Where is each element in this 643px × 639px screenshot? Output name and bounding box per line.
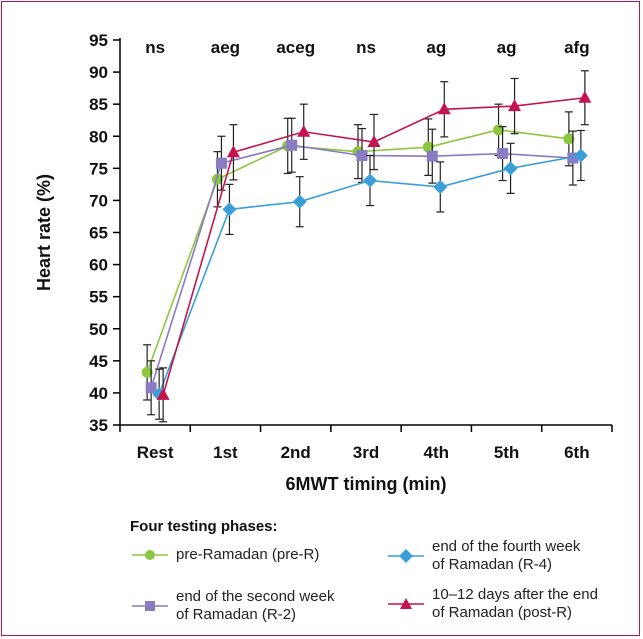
y-tick-label: 80 bbox=[89, 127, 108, 146]
y-tick-label: 60 bbox=[89, 256, 108, 275]
heart-rate-chart: 35 40 45 50 55 60 65 70 75 80 85 90 95 Rest 1st 2nd 3rd 4… bbox=[34, 31, 613, 494]
data-point-circle bbox=[211, 173, 223, 185]
y-tick-label: 70 bbox=[89, 191, 108, 210]
x-tick-label: 2nd bbox=[281, 443, 311, 462]
significance-label: ag bbox=[426, 38, 446, 57]
x-tick-label: 5th bbox=[494, 443, 520, 462]
legend-label-r4: end of the fourth week of Ramadan (R-4) bbox=[432, 538, 581, 573]
data-point-diamond bbox=[573, 148, 588, 163]
legend-marker-square-icon bbox=[132, 601, 168, 611]
data-point-square bbox=[286, 139, 298, 151]
y-tick-label: 65 bbox=[89, 224, 108, 243]
data-point-square bbox=[145, 382, 157, 394]
data-point-triangle bbox=[297, 124, 311, 137]
legend-item-pre-r: pre-Ramadan (pre-R) bbox=[130, 546, 319, 564]
x-tick-label: 3rd bbox=[353, 443, 379, 462]
data-point-square bbox=[426, 150, 438, 162]
data-point-triangle bbox=[156, 387, 170, 400]
legend-item-r2: end of the second week of Ramadan (R-2) bbox=[130, 588, 334, 624]
data-point-triangle bbox=[437, 102, 451, 115]
y-tick-label: 95 bbox=[89, 31, 108, 50]
y-tick-label: 55 bbox=[89, 288, 108, 307]
data-point-triangle bbox=[508, 99, 522, 112]
x-tick-label: Rest bbox=[137, 443, 174, 462]
data-point-diamond bbox=[503, 161, 518, 176]
x-axis-label: 6MWT timing (min) bbox=[286, 474, 447, 494]
data-point-square bbox=[215, 157, 227, 169]
x-tick-label: 1st bbox=[213, 443, 238, 462]
legend-marker-diamond-icon bbox=[388, 549, 424, 563]
y-tick-label: 90 bbox=[89, 63, 108, 82]
y-tick-label: 35 bbox=[89, 416, 108, 435]
significance-label: aeg bbox=[211, 38, 240, 57]
y-tick-label: 40 bbox=[89, 384, 108, 403]
legend-label-r2: end of the second week of Ramadan (R-2) bbox=[176, 588, 335, 623]
significance-label: ns bbox=[145, 38, 165, 57]
data-point-triangle bbox=[226, 145, 240, 158]
significance-label: aceg bbox=[276, 38, 315, 57]
y-tick-label: 75 bbox=[89, 159, 108, 178]
legend-item-post-r: 10–12 days after the end of Ramadan (pos… bbox=[386, 586, 598, 622]
x-tick-label: 6th bbox=[564, 443, 590, 462]
data-point-triangle bbox=[578, 90, 592, 103]
data-point-circle bbox=[422, 141, 434, 153]
significance-label: ag bbox=[497, 38, 517, 57]
significance-label: ns bbox=[356, 38, 376, 57]
significance-label: afg bbox=[564, 38, 590, 57]
y-tick-label: 50 bbox=[89, 320, 108, 339]
data-point-diamond bbox=[222, 202, 237, 217]
data-point-diamond bbox=[292, 194, 307, 209]
legend-label-post-r: 10–12 days after the end of Ramadan (pos… bbox=[432, 586, 598, 621]
data-point-square bbox=[567, 152, 579, 164]
legend-title: Four testing phases: bbox=[130, 518, 278, 535]
legend-item-r4: end of the fourth week of Ramadan (R-4) bbox=[386, 538, 580, 574]
y-tick-label: 45 bbox=[89, 352, 108, 371]
legend-marker-triangle-icon bbox=[388, 598, 424, 609]
legend-label-pre-r: pre-Ramadan (pre-R) bbox=[176, 546, 320, 563]
y-tick-label: 85 bbox=[89, 95, 108, 114]
data-point-diamond bbox=[363, 173, 377, 188]
legend-marker-circle-icon bbox=[132, 550, 168, 560]
data-point-triangle bbox=[367, 135, 381, 148]
data-point-diamond bbox=[433, 179, 448, 194]
x-tick-label: 4th bbox=[424, 443, 450, 462]
data-point-square bbox=[356, 150, 368, 161]
data-point-circle bbox=[141, 366, 153, 378]
y-axis-label: Heart rate (%) bbox=[34, 174, 54, 291]
data-point-square bbox=[497, 148, 509, 160]
data-point-circle bbox=[563, 133, 575, 145]
